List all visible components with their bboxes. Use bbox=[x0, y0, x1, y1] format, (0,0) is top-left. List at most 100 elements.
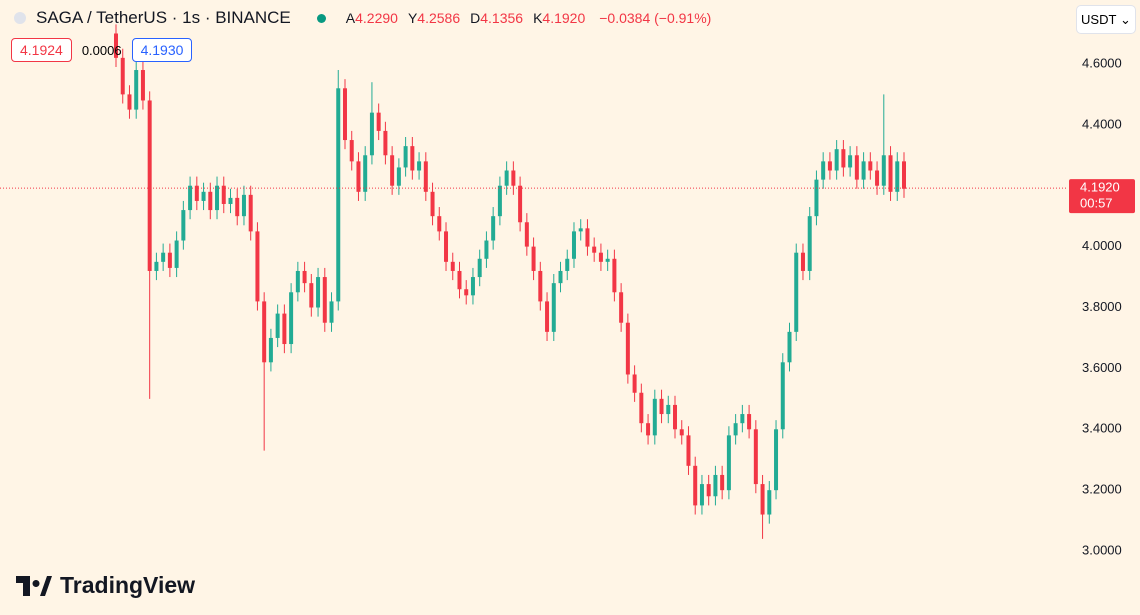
candle-body bbox=[652, 398, 657, 436]
candle-body bbox=[693, 465, 698, 506]
candle-body bbox=[349, 140, 354, 162]
symbol[interactable]: SAGA / TetherUS · 1s · BINANCE bbox=[36, 8, 291, 27]
ohlc: Y4.2586 bbox=[408, 10, 460, 26]
candle-body bbox=[208, 191, 213, 211]
candle-body bbox=[888, 155, 893, 192]
candle-body bbox=[336, 88, 341, 302]
candle-body bbox=[646, 423, 651, 436]
candle-body bbox=[235, 197, 240, 217]
last-price-box bbox=[1069, 179, 1135, 214]
candle-body bbox=[127, 94, 132, 110]
candle-body bbox=[181, 210, 186, 241]
candle-body bbox=[369, 112, 374, 156]
brand-name: TradingView bbox=[60, 572, 196, 598]
candle-body bbox=[268, 337, 273, 363]
candle-body bbox=[322, 277, 327, 323]
candle-body bbox=[275, 313, 280, 338]
candle-body bbox=[841, 149, 846, 168]
candle-body bbox=[726, 435, 731, 491]
candle-body bbox=[383, 130, 388, 156]
candle-body bbox=[154, 261, 159, 271]
ohlc: D4.1356 bbox=[470, 10, 523, 26]
candle-body bbox=[201, 191, 206, 201]
candle-body bbox=[518, 185, 523, 223]
ohlc-value: 4.1920 bbox=[542, 10, 586, 26]
candle-body bbox=[854, 155, 859, 180]
currency-select[interactable]: USDT ⌄ bbox=[1076, 5, 1136, 34]
currency: USDT bbox=[1081, 12, 1117, 27]
candle-body bbox=[699, 484, 704, 506]
ohlc-value: 4.2290 bbox=[355, 10, 398, 26]
candle-body bbox=[134, 70, 139, 110]
candle-body bbox=[545, 301, 550, 332]
candle-body bbox=[477, 258, 482, 278]
candle-body bbox=[821, 161, 826, 180]
legend: SAGA / TetherUS · 1s · BINANCE A4.2290 Y… bbox=[14, 8, 711, 28]
candle-body bbox=[780, 362, 785, 430]
candle-body bbox=[827, 161, 832, 171]
candle-body bbox=[444, 231, 449, 262]
ohlc-value: 4.2586 bbox=[417, 10, 461, 26]
candle-body bbox=[410, 146, 415, 171]
ohlc-key: K bbox=[533, 10, 543, 26]
candle-body bbox=[619, 292, 624, 323]
candle-body bbox=[215, 185, 220, 211]
y-tick-label: 3.8000 bbox=[1082, 299, 1122, 314]
candle-body bbox=[363, 155, 368, 192]
candle-body bbox=[605, 258, 610, 262]
candle-body bbox=[194, 185, 199, 201]
y-tick-label: 3.6000 bbox=[1082, 360, 1122, 375]
candle-body bbox=[531, 246, 536, 271]
candle-body bbox=[881, 155, 886, 186]
candle-body bbox=[902, 161, 906, 189]
candle-body bbox=[221, 185, 226, 204]
candle-body bbox=[800, 252, 805, 271]
candle-body bbox=[558, 270, 563, 284]
y-tick-label: 3.2000 bbox=[1082, 482, 1122, 497]
brand-logo bbox=[16, 575, 52, 596]
ohlc: K4.1920 bbox=[533, 10, 585, 26]
candle-body bbox=[262, 301, 267, 363]
candle-body bbox=[834, 149, 839, 171]
candle-body bbox=[457, 270, 462, 290]
candle-body bbox=[147, 100, 152, 271]
candle-body bbox=[639, 392, 644, 424]
candle-body bbox=[140, 70, 145, 101]
bid[interactable]: 4.1924 bbox=[11, 38, 72, 62]
candle-body bbox=[167, 252, 172, 268]
candle-body bbox=[733, 423, 738, 436]
candle-body bbox=[450, 261, 455, 271]
last-price-label: 4.1920 bbox=[1080, 180, 1120, 195]
candle-body bbox=[585, 228, 590, 247]
candle-body bbox=[120, 57, 125, 95]
candle-body bbox=[598, 252, 603, 262]
ohlc: A4.2290 bbox=[346, 10, 398, 26]
candle-body bbox=[625, 322, 630, 375]
candle-body bbox=[861, 161, 866, 180]
candle-body bbox=[161, 252, 166, 262]
candle-body bbox=[612, 258, 617, 293]
ohlc-value: 4.1356 bbox=[480, 10, 524, 26]
candle-body bbox=[659, 398, 664, 415]
ask[interactable]: 4.1930 bbox=[131, 38, 193, 62]
candle-body bbox=[774, 429, 779, 491]
ohlc-key: A bbox=[345, 10, 356, 26]
countdown: 00:57 bbox=[1080, 196, 1113, 211]
ohlc-key: Y bbox=[407, 10, 418, 26]
candle-body bbox=[740, 414, 745, 424]
candle-body bbox=[376, 112, 381, 131]
candle-body bbox=[565, 258, 570, 271]
candle-body bbox=[497, 185, 502, 217]
candle-body bbox=[228, 197, 233, 204]
candle-body bbox=[807, 216, 812, 271]
candle-body bbox=[437, 216, 442, 232]
candle-body bbox=[390, 155, 395, 186]
candle-body bbox=[342, 88, 347, 141]
candle-body bbox=[470, 277, 475, 296]
candle-body bbox=[255, 231, 260, 302]
candle-body bbox=[248, 194, 253, 232]
candle-body bbox=[868, 161, 873, 171]
candle-body bbox=[720, 474, 725, 491]
candle-body bbox=[356, 161, 361, 192]
candle-body bbox=[814, 179, 819, 217]
